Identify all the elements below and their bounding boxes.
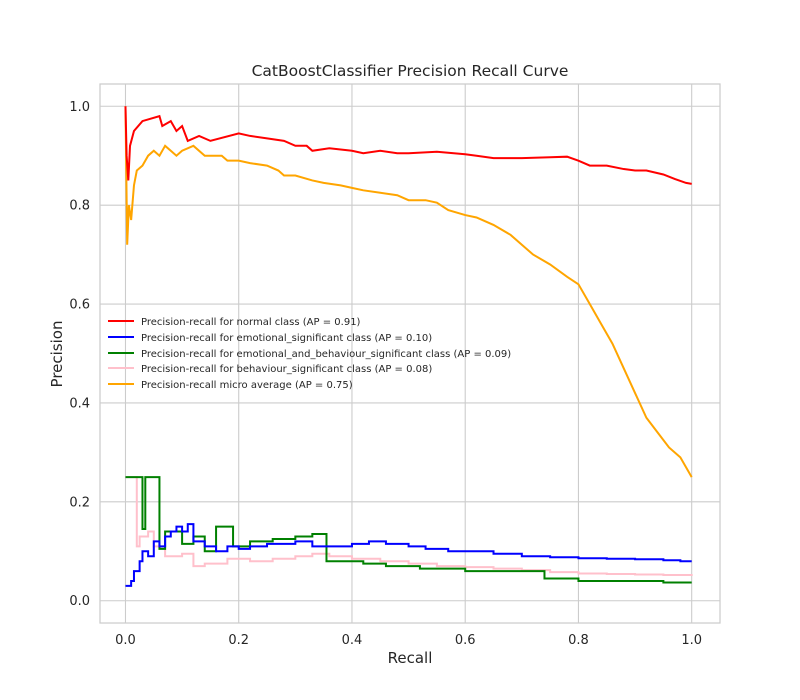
x-tick-label: 0.0 [115,633,136,648]
y-tick-label: 0.6 [69,298,90,313]
y-tick-label: 0.0 [69,594,90,609]
y-tick-label: 1.0 [69,100,90,115]
grid [100,84,720,623]
x-tick-label: 0.6 [455,633,476,648]
legend-label-behaviour: Precision-recall for behaviour_significa… [141,364,432,375]
series-micro-average [124,106,693,478]
series-emotional [125,523,692,587]
legend: Precision-recall for normal class (AP = … [108,317,511,391]
legend-label-normal: Precision-recall for normal class (AP = … [141,317,361,328]
series-group [124,106,693,587]
legend-label-emotional: Precision-recall for emotional_significa… [141,333,432,344]
tick-labels: 0.0 0.2 0.4 0.6 0.8 1.0 0.0 0.2 0.4 0.6 0.8 1.0 [69,100,702,648]
x-tick-label: 0.4 [342,633,363,648]
legend-label-micro-average: Precision-recall micro average (AP = 0.7… [141,380,353,391]
chart-title: CatBoostClassifier Precision Recall Curv… [252,62,569,80]
legend-label-emotional-behaviour: Precision-recall for emotional_and_behav… [141,349,511,360]
series-normal [124,106,692,185]
y-tick-label: 0.8 [69,199,90,214]
x-axis-label: Recall [388,649,433,667]
y-tick-label: 0.4 [69,396,90,411]
x-tick-label: 1.0 [681,633,702,648]
x-tick-label: 0.8 [568,633,589,648]
x-tick-label: 0.2 [228,633,249,648]
y-axis-label: Precision [48,321,66,388]
y-tick-label: 0.2 [69,495,90,510]
